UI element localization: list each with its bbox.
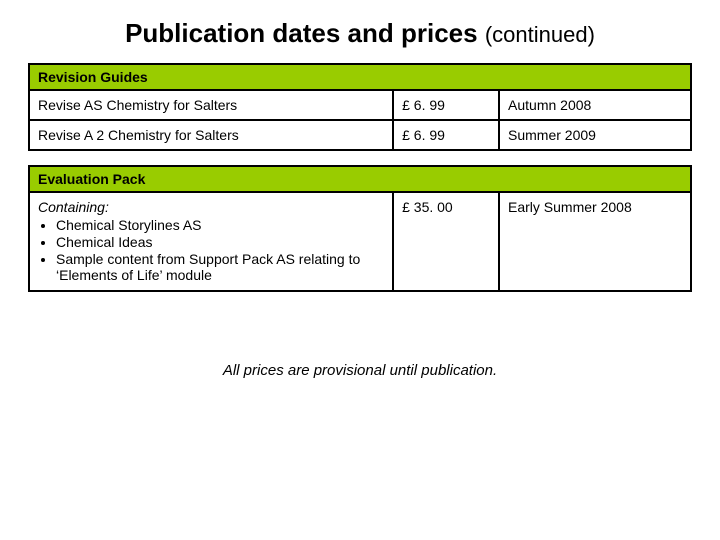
item-name: Revise A 2 Chemistry for Salters xyxy=(29,120,393,150)
table-header: Evaluation Pack xyxy=(29,166,691,192)
item-name: Revise AS Chemistry for Salters xyxy=(29,90,393,120)
evaluation-intro: Containing: xyxy=(38,199,109,215)
item-price: £ 35. 00 xyxy=(393,192,499,291)
item-name: Containing: Chemical Storylines AS Chemi… xyxy=(29,192,393,291)
revision-guides-table: Revision Guides Revise AS Chemistry for … xyxy=(28,63,692,151)
item-date: Early Summer 2008 xyxy=(499,192,691,291)
title-main: Publication dates and prices xyxy=(125,18,478,48)
list-item: Chemical Ideas xyxy=(56,234,384,250)
footer-note: All prices are provisional until publica… xyxy=(28,362,692,379)
item-price: £ 6. 99 xyxy=(393,120,499,150)
table-row: Containing: Chemical Storylines AS Chemi… xyxy=(29,192,691,291)
title-suffix: (continued) xyxy=(485,22,595,47)
item-date: Autumn 2008 xyxy=(499,90,691,120)
table-header: Revision Guides xyxy=(29,64,691,90)
item-date: Summer 2009 xyxy=(499,120,691,150)
evaluation-list: Chemical Storylines AS Chemical Ideas Sa… xyxy=(38,217,384,283)
list-item: Sample content from Support Pack AS rela… xyxy=(56,251,384,283)
table-row: Revise A 2 Chemistry for Salters £ 6. 99… xyxy=(29,120,691,150)
page-title: Publication dates and prices (continued) xyxy=(28,18,692,49)
item-price: £ 6. 99 xyxy=(393,90,499,120)
list-item: Chemical Storylines AS xyxy=(56,217,384,233)
evaluation-pack-table: Evaluation Pack Containing: Chemical Sto… xyxy=(28,165,692,292)
table-row: Revise AS Chemistry for Salters £ 6. 99 … xyxy=(29,90,691,120)
